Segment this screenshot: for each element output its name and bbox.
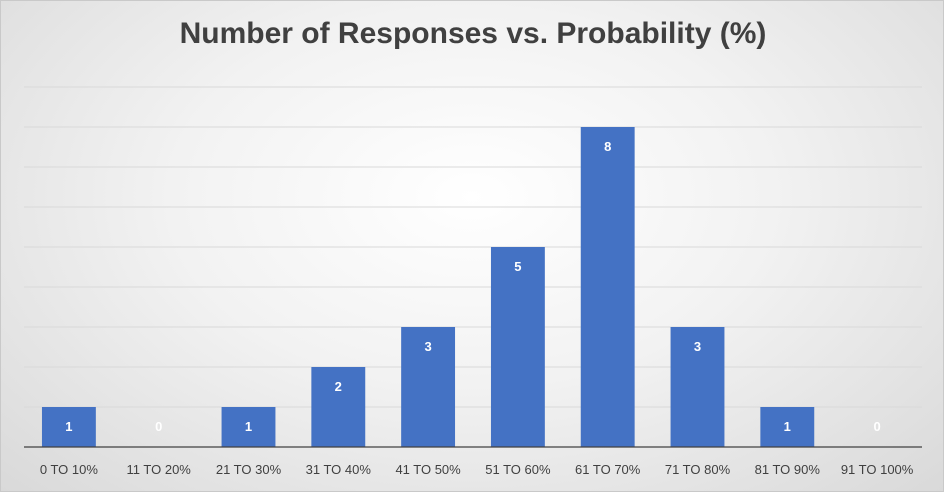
data-label: 1	[245, 419, 252, 434]
data-label: 0	[155, 419, 162, 434]
x-tick-label: 11 TO 20%	[127, 462, 192, 477]
x-tick-label: 71 TO 80%	[665, 462, 731, 477]
x-tick-label: 91 TO 100%	[841, 462, 914, 477]
x-tick-label: 0 TO 10%	[40, 462, 98, 477]
bar	[670, 327, 725, 447]
bars	[41, 127, 815, 447]
bar	[580, 127, 635, 447]
data-label: 3	[424, 339, 431, 354]
bar	[311, 367, 366, 447]
bar	[401, 327, 456, 447]
bar	[760, 407, 815, 447]
x-tick-label: 61 TO 70%	[575, 462, 641, 477]
chart-title: Number of Responses vs. Probability (%)	[179, 17, 767, 50]
x-tick-label: 41 TO 50%	[395, 462, 461, 477]
data-label: 8	[604, 139, 611, 154]
data-labels: 1 0 1 2 3 5 8 3 1 0	[65, 139, 880, 434]
data-label: 3	[694, 339, 701, 354]
data-label: 2	[335, 379, 342, 394]
gridlines	[24, 86, 922, 408]
data-label: 0	[873, 419, 880, 434]
data-label: 1	[65, 419, 72, 434]
bar	[221, 407, 276, 447]
data-label: 5	[514, 259, 521, 274]
bar	[41, 407, 96, 447]
x-tick-label: 21 TO 30%	[216, 462, 282, 477]
data-label: 1	[784, 419, 791, 434]
bar	[490, 247, 545, 447]
x-tick-labels: 0 TO 10% 11 TO 20% 21 TO 30% 31 TO 40% 41 TO…	[40, 462, 914, 477]
x-tick-label: 31 TO 40%	[306, 462, 372, 477]
x-tick-label: 81 TO 90%	[755, 462, 821, 477]
x-tick-label: 51 TO 60%	[485, 462, 551, 477]
